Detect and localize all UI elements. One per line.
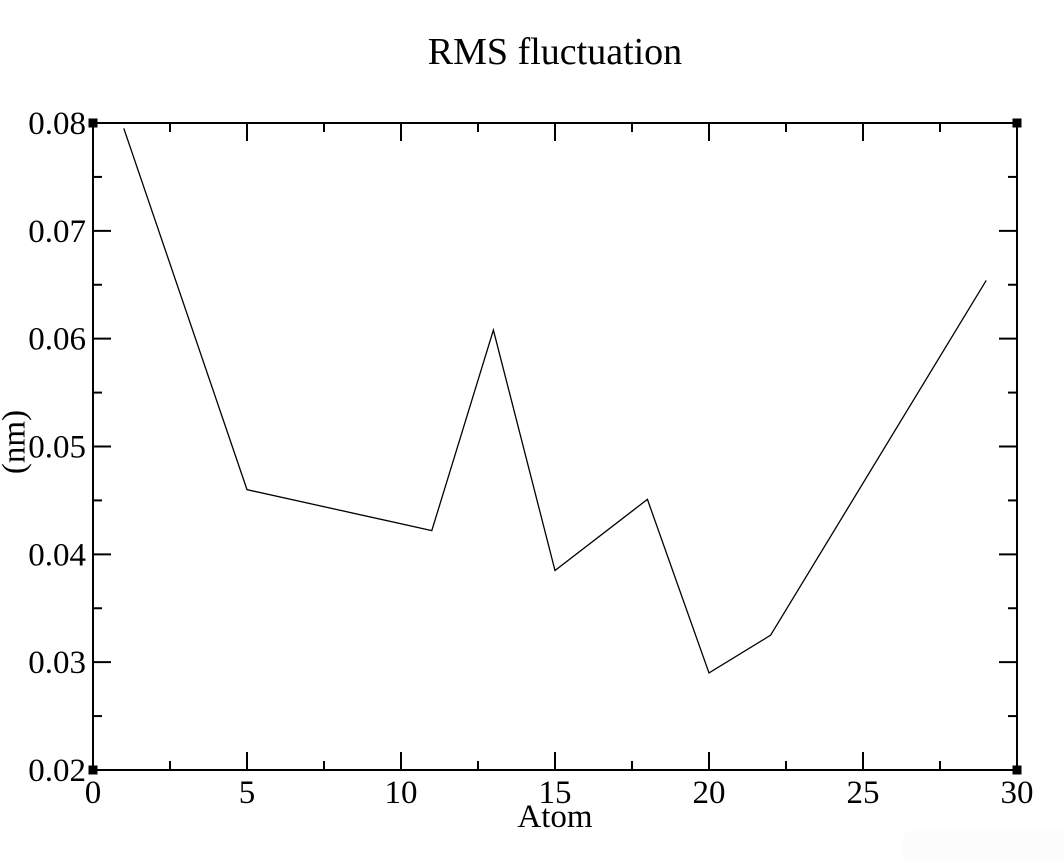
chart-title: RMS fluctuation [427,31,683,73]
watermark-overlay [903,831,1064,861]
x-axis-label: Atom [517,799,593,835]
y-tick-label: 0.02 [28,753,86,789]
y-axis-label: (nm) [0,409,33,475]
frame-corner-marker [88,118,98,128]
frame-corner-marker [1012,765,1022,775]
x-tick-label: 25 [847,775,880,811]
x-tick-label: 0 [85,775,102,811]
y-tick-label: 0.04 [28,537,86,573]
frame-corner-marker [88,765,98,775]
y-tick-label: 0.05 [28,430,86,466]
y-tick-label: 0.06 [28,322,86,358]
plot-frame [92,122,1018,771]
y-tick-label: 0.07 [28,214,86,250]
y-tick-label: 0.08 [28,106,86,142]
y-tick-label: 0.03 [28,645,86,681]
x-tick-label: 20 [693,775,726,811]
x-tick-label: 10 [385,775,418,811]
x-tick-label: 30 [1001,775,1034,811]
x-tick-label: 5 [239,775,256,811]
data-line [123,128,987,674]
x-tick-label: 15 [539,775,572,811]
frame-corner-marker [1012,118,1022,128]
